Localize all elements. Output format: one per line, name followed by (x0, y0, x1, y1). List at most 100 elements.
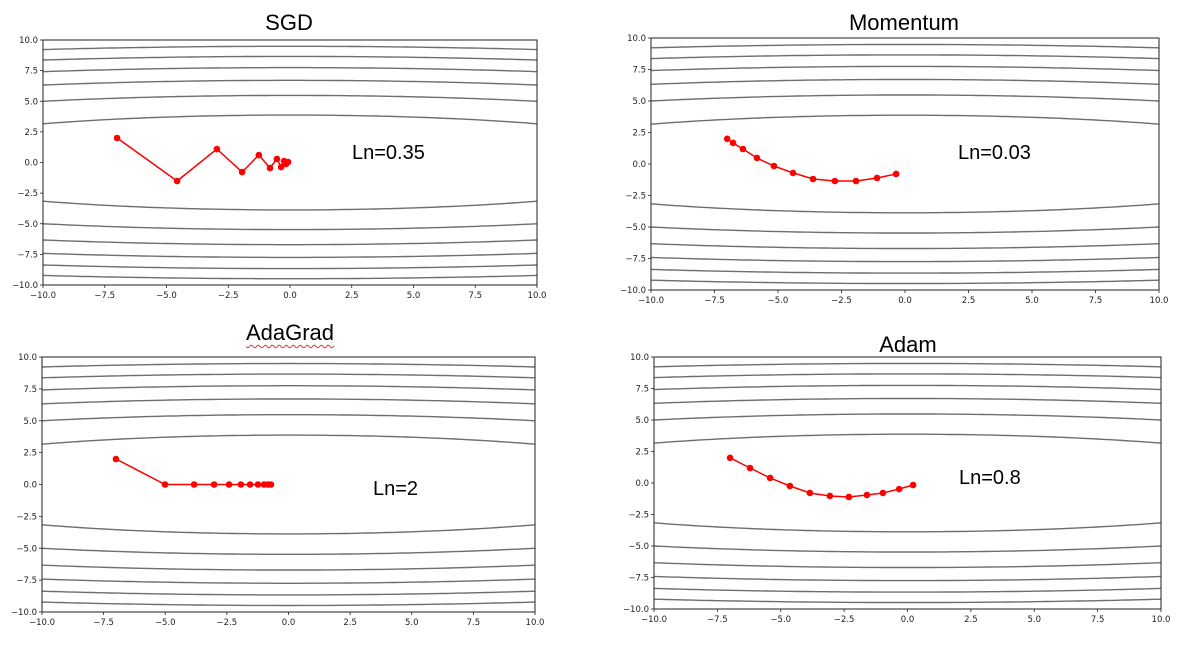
svg-text:7.5: 7.5 (1089, 296, 1103, 306)
svg-text:−10.0: −10.0 (12, 281, 38, 291)
svg-text:10.0: 10.0 (528, 291, 547, 301)
svg-text:10.0: 10.0 (18, 353, 37, 363)
svg-text:−5.0: −5.0 (155, 618, 176, 628)
svg-text:0.0: 0.0 (283, 291, 297, 301)
svg-text:−10.0: −10.0 (11, 608, 37, 618)
panel-title: Adam (879, 332, 937, 357)
svg-text:7.5: 7.5 (24, 67, 38, 77)
path-point (255, 151, 263, 159)
optimizer-path (726, 454, 917, 501)
path-point (729, 139, 737, 147)
path-point (237, 481, 245, 488)
svg-text:−10.0: −10.0 (29, 618, 55, 628)
svg-text:10.0: 10.0 (630, 353, 649, 363)
loss-annotation: Ln=0.8 (959, 467, 1021, 489)
svg-text:−7.5: −7.5 (625, 255, 646, 265)
svg-text:−2.5: −2.5 (17, 189, 38, 199)
svg-text:0.0: 0.0 (23, 481, 37, 491)
svg-text:−7.5: −7.5 (704, 296, 725, 306)
svg-text:0.0: 0.0 (282, 618, 296, 628)
path-point (863, 491, 871, 499)
contour-lines (651, 43, 1159, 285)
svg-text:2.5: 2.5 (343, 618, 357, 628)
svg-text:−5.0: −5.0 (625, 223, 646, 233)
loss-annotation: Ln=0.03 (958, 142, 1031, 164)
path-point (112, 455, 120, 463)
path-point (246, 481, 254, 488)
svg-text:−2.5: −2.5 (834, 615, 855, 625)
svg-text:−5.0: −5.0 (628, 542, 649, 552)
svg-text:−2.5: −2.5 (628, 511, 649, 521)
svg-text:10.0: 10.0 (19, 36, 38, 46)
path-point (753, 154, 761, 162)
svg-text:5.0: 5.0 (23, 417, 37, 427)
svg-text:−2.5: −2.5 (218, 291, 239, 301)
svg-text:7.5: 7.5 (635, 385, 649, 395)
path-point (113, 134, 121, 142)
path-point (879, 489, 887, 497)
path-point (809, 175, 817, 183)
axis-ticks: −10.0 −7.5 −5.0 −2.5 0.0 2.5 5.0 7.5 10.0 10.0 7.5… (623, 353, 1171, 625)
axis-ticks: −10.0 −7.5 −5.0 −2.5 0.0 2.5 5.0 7.5 10.0 10.0 7.5… (11, 353, 545, 628)
svg-text:10.0: 10.0 (1152, 615, 1171, 625)
contour-lines (654, 362, 1161, 604)
svg-text:5.0: 5.0 (407, 291, 421, 301)
path-point (909, 481, 917, 489)
svg-text:−5.0: −5.0 (768, 296, 789, 306)
svg-text:5.0: 5.0 (405, 618, 419, 628)
path-point (277, 163, 285, 171)
path-point (770, 162, 778, 170)
path-point (267, 481, 275, 488)
svg-text:7.5: 7.5 (1091, 615, 1105, 625)
svg-text:−5.0: −5.0 (17, 220, 38, 230)
svg-text:0.0: 0.0 (632, 160, 646, 170)
svg-text:5.0: 5.0 (632, 97, 646, 107)
path-point (213, 145, 221, 153)
axis-ticks: −10.0 −7.5 −5.0 −2.5 0.0 2.5 5.0 7.5 10.0 10.0 7.5… (620, 34, 1169, 306)
loss-annotation: Ln=2 (373, 478, 419, 500)
path-point (190, 481, 198, 488)
loss-annotation: Ln=0.35 (352, 142, 425, 164)
svg-text:2.5: 2.5 (632, 129, 646, 139)
path-point (873, 174, 881, 182)
path-point (789, 169, 797, 177)
path-point (845, 493, 853, 501)
svg-text:−10.0: −10.0 (30, 291, 56, 301)
path-point (266, 164, 274, 172)
svg-text:−10.0: −10.0 (641, 615, 667, 625)
svg-text:2.5: 2.5 (345, 291, 359, 301)
svg-text:7.5: 7.5 (632, 66, 646, 76)
svg-text:−5.0: −5.0 (16, 544, 37, 554)
svg-text:2.5: 2.5 (23, 449, 37, 459)
svg-text:7.5: 7.5 (23, 385, 37, 395)
optimizer-path (723, 135, 900, 185)
contour-lines (42, 362, 535, 607)
panel-title: AdaGrad (245, 320, 335, 345)
path-point (826, 492, 834, 500)
svg-text:0.0: 0.0 (901, 615, 915, 625)
svg-text:−5.0: −5.0 (156, 291, 177, 301)
svg-text:0.0: 0.0 (24, 159, 38, 169)
svg-text:−7.5: −7.5 (94, 291, 115, 301)
svg-text:−10.0: −10.0 (623, 605, 649, 615)
svg-text:−10.0: −10.0 (638, 296, 664, 306)
svg-text:10.0: 10.0 (526, 618, 545, 628)
path-point (284, 158, 292, 166)
svg-text:−2.5: −2.5 (217, 618, 238, 628)
panel-title: Momentum (848, 10, 960, 35)
svg-text:−7.5: −7.5 (17, 250, 38, 260)
svg-text:0.0: 0.0 (635, 479, 649, 489)
path-point (892, 170, 900, 178)
path-point (786, 482, 794, 490)
svg-text:7.5: 7.5 (468, 291, 482, 301)
path-point (746, 464, 754, 472)
axis-ticks: −10.0 −7.5 −5.0 −2.5 0.0 2.5 5.0 7.5 10.0 10.0 7.5… (12, 36, 547, 301)
svg-text:−7.5: −7.5 (16, 576, 37, 586)
svg-text:−2.5: −2.5 (625, 192, 646, 202)
svg-text:2.5: 2.5 (962, 296, 976, 306)
panel-title: SGD (265, 10, 313, 35)
contour-lines (43, 45, 537, 280)
